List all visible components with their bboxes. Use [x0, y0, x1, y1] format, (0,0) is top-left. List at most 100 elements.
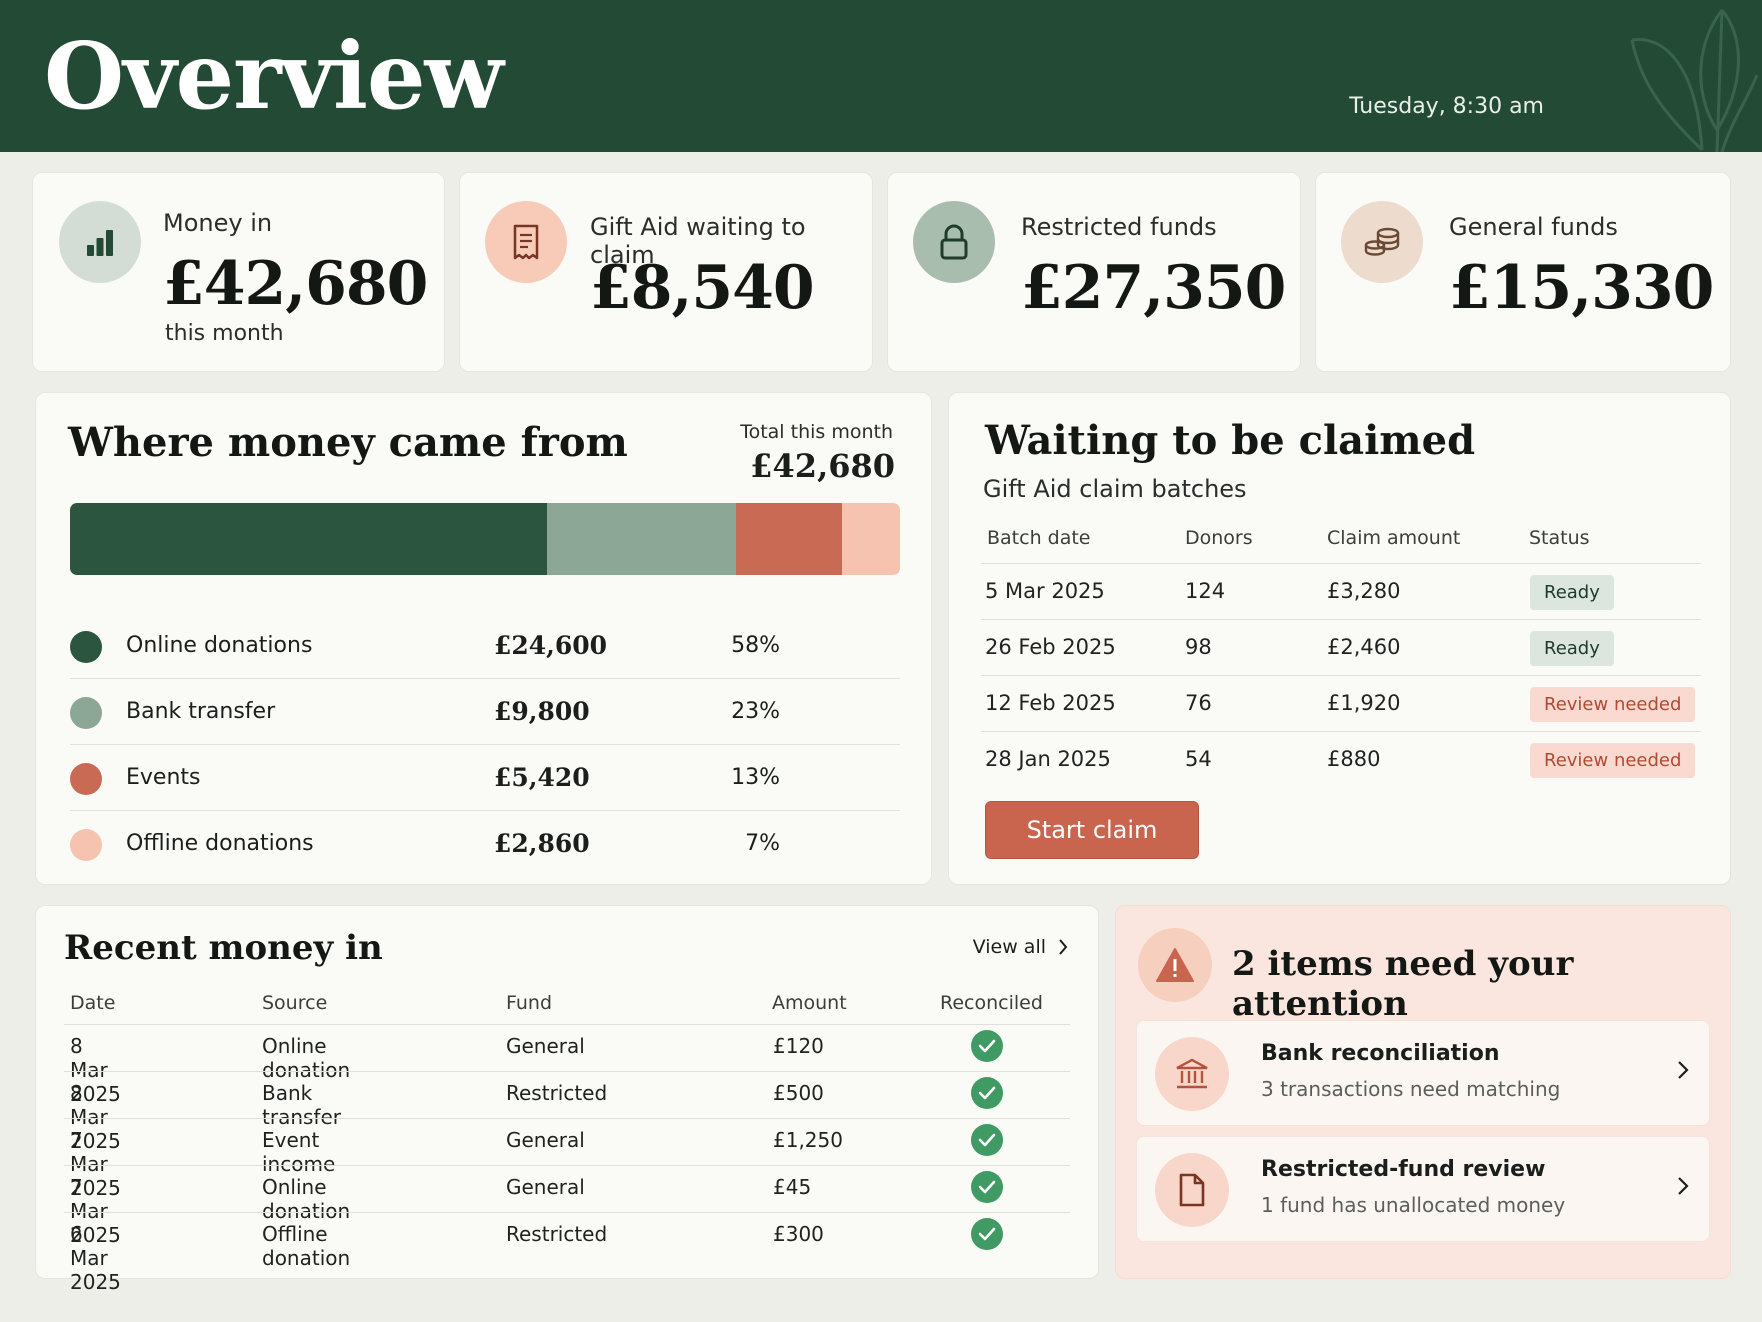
row-fund: General	[506, 1175, 585, 1199]
legend-dot-icon	[70, 763, 102, 795]
batch-date: 28 Jan 2025	[985, 747, 1111, 771]
source-name: Events	[126, 765, 201, 790]
check-icon	[971, 1030, 1003, 1062]
check-icon	[971, 1218, 1003, 1250]
status-badge: Ready	[1530, 631, 1614, 666]
view-all-label: View all	[972, 936, 1046, 958]
table-divider	[64, 1024, 1070, 1025]
claims-panel: Waiting to be claimed Gift Aid claim bat…	[948, 392, 1731, 885]
sources-panel: Where money came from Total this month £…	[35, 392, 932, 885]
row-date: 7 Mar 2025	[70, 1128, 121, 1200]
claim-amount: £2,460	[1327, 635, 1401, 659]
stat-value: £27,350	[1021, 253, 1286, 323]
column-header: Source	[262, 992, 328, 1014]
total-label: Total this month	[740, 421, 893, 443]
bar-segment	[70, 503, 547, 575]
stat-label: General funds	[1449, 213, 1618, 241]
claims-subtitle: Gift Aid claim batches	[983, 475, 1247, 503]
row-amount: £1,250	[773, 1128, 843, 1152]
stat-card-general-funds[interactable]: General funds £15,330	[1315, 172, 1731, 372]
stat-value: £8,540	[590, 253, 815, 323]
attention-item-restricted-fund-review[interactable]: Restricted-fund review 1 fund has unallo…	[1136, 1136, 1710, 1242]
table-divider	[64, 1071, 1070, 1072]
row-fund: General	[506, 1034, 585, 1058]
row-date: 6 Mar 2025	[70, 1222, 121, 1294]
batch-date: 5 Mar 2025	[985, 579, 1105, 603]
stat-sub: this month	[165, 321, 284, 346]
total-value: £42,680	[750, 447, 895, 485]
status-badge: Ready	[1530, 575, 1614, 610]
view-all-link[interactable]: View all	[973, 936, 1068, 958]
column-header: Batch date	[987, 527, 1091, 549]
row-source: Event income	[262, 1128, 336, 1176]
legend-dot-icon	[70, 829, 102, 861]
chevron-right-icon	[1678, 1061, 1689, 1079]
column-header: Fund	[506, 992, 553, 1014]
stat-value: £42,680	[163, 249, 428, 319]
source-amount: £24,600	[494, 631, 608, 660]
bar-segment	[546, 503, 736, 575]
stat-card-restricted-funds[interactable]: Restricted funds £27,350	[887, 172, 1301, 372]
row-source: Online donation	[262, 1034, 351, 1082]
check-icon	[971, 1124, 1003, 1156]
coins-icon	[1341, 201, 1423, 283]
source-amount: £5,420	[494, 763, 590, 792]
source-row: Events £5,420 13%	[70, 745, 900, 811]
source-percent: 58%	[731, 633, 780, 658]
attention-item-bank-reconciliation[interactable]: Bank reconciliation 3 transactions need …	[1136, 1020, 1710, 1126]
column-header: Date	[70, 992, 116, 1014]
source-name: Bank transfer	[126, 699, 276, 724]
column-header: Claim amount	[1327, 527, 1461, 549]
source-percent: 13%	[731, 765, 780, 790]
batch-date: 26 Feb 2025	[985, 635, 1116, 659]
stat-card-gift-aid[interactable]: Gift Aid waiting to claim £8,540	[459, 172, 873, 372]
source-amount: £2,860	[494, 829, 590, 858]
donor-count: 124	[1185, 579, 1226, 603]
table-divider	[981, 731, 1701, 732]
stat-value: £15,330	[1449, 253, 1714, 323]
legend-dot-icon	[70, 697, 102, 729]
stat-card-money-in[interactable]: Money in £42,680 this month	[32, 172, 445, 372]
leaf-decoration-icon	[1630, 9, 1759, 152]
row-fund: General	[506, 1128, 585, 1152]
claim-amount: £880	[1327, 747, 1381, 771]
lock-icon	[913, 201, 995, 283]
row-fund: Restricted	[506, 1081, 608, 1105]
receipt-icon	[485, 201, 567, 283]
sources-stacked-bar	[70, 503, 900, 575]
table-divider	[64, 1212, 1070, 1213]
source-row: Online donations £24,600 58%	[70, 613, 900, 679]
donor-count: 54	[1185, 747, 1212, 771]
page-header: Overview Tuesday, 8:30 am	[0, 0, 1762, 152]
donor-count: 76	[1185, 691, 1212, 715]
source-row: Offline donations £2,860 7%	[70, 811, 900, 877]
batch-date: 12 Feb 2025	[985, 691, 1116, 715]
source-percent: 7%	[745, 831, 780, 856]
stat-label: Gift Aid waiting to claim	[590, 213, 806, 269]
attention-item-sub: 1 fund has unallocated money	[1261, 1193, 1566, 1217]
start-claim-button[interactable]: Start claim	[985, 801, 1199, 859]
recent-title: Recent money in	[64, 928, 383, 968]
attention-item-title: Bank reconciliation	[1261, 1041, 1500, 1066]
row-source: Bank transfer	[262, 1081, 341, 1129]
sources-title: Where money came from	[68, 419, 628, 466]
donor-count: 98	[1185, 635, 1212, 659]
column-header: Reconciled	[940, 992, 1043, 1014]
source-row: Bank transfer £9,800 23%	[70, 679, 900, 745]
table-divider	[64, 1165, 1070, 1166]
source-name: Offline donations	[126, 831, 314, 856]
table-divider	[981, 563, 1701, 564]
status-badge: Review needed	[1530, 743, 1696, 778]
stat-label: Money in	[163, 209, 273, 237]
recent-panel: Recent money in View all Date Source Fun…	[35, 905, 1099, 1294]
check-icon	[971, 1171, 1003, 1203]
source-name: Online donations	[126, 633, 313, 658]
warning-icon	[1138, 928, 1212, 1002]
source-percent: 23%	[731, 699, 780, 724]
row-amount: £45	[773, 1175, 812, 1199]
legend-dot-icon	[70, 631, 102, 663]
current-time: Tuesday, 8:30 am	[1349, 94, 1544, 119]
claim-amount: £3,280	[1327, 579, 1401, 603]
bank-icon	[1155, 1037, 1229, 1111]
row-amount: £120	[773, 1034, 824, 1058]
